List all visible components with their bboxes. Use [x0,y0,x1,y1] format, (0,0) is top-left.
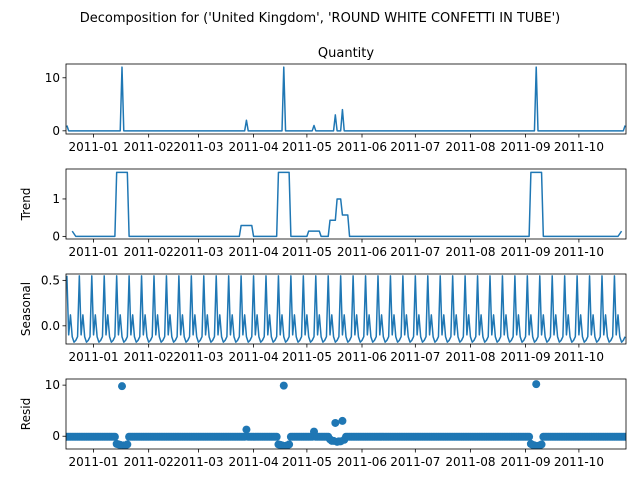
x-tick-label: 2011-05 [282,455,332,469]
y-tick-label: 0 [52,429,60,443]
x-tick-label: 2011-10 [554,455,604,469]
resid-point [525,432,534,441]
x-tick-label: 2011-02 [124,350,174,364]
trend-series-line [71,171,623,238]
x-tick-label: 2011-09 [500,245,550,259]
x-tick-label: 2011-07 [390,350,440,364]
y-tick-label: 10 [45,71,60,85]
resid-point [331,418,340,427]
resid-panel: 0 10 2011-01 2011-02 2011-03 2011-04 2011-05 20… [19,378,627,469]
x-tick-label: 2011-10 [554,350,604,364]
y-tick-label: 0 [52,124,60,138]
x-tick-label: 2011-02 [124,245,174,259]
quantity-series-line [66,66,626,132]
x-tick-label: 2011-07 [390,455,440,469]
x-tick-label: 2011-03 [173,350,223,364]
quantity-panel: 0 10 2011-01 2011-02 2011-03 2011-04 2011-05 20… [45,63,627,154]
resid-point [272,432,281,441]
trend-panel: 0 1 2011-01 2011-02 2011-03 2011-04 2011-05 201… [19,168,627,259]
y-tick-label: 10 [45,378,60,392]
resid-axis-label: Resid [19,398,33,430]
x-tick-label: 2011-01 [68,245,118,259]
figure-title: Decomposition for ('United Kingdom', 'RO… [80,11,560,26]
resid-point [621,432,626,441]
x-tick-label: 2011-09 [500,350,550,364]
x-tick-label: 2011-08 [445,455,495,469]
x-tick-label: 2011-06 [337,455,387,469]
x-tick-label: 2011-04 [228,140,278,154]
resid-point [338,416,347,425]
x-tick-label: 2011-05 [282,245,332,259]
axes-frame [65,273,627,345]
trend-axis-label: Trend [19,188,33,222]
x-tick-label: 2011-04 [228,245,278,259]
x-tick-label: 2011-06 [337,350,387,364]
x-tick-label: 2011-01 [68,140,118,154]
x-tick-label: 2011-04 [228,350,278,364]
resid-point [110,432,119,441]
x-tick-label: 2011-03 [173,245,223,259]
x-tick-label: 2011-01 [68,455,118,469]
x-tick-label: 2011-08 [445,140,495,154]
x-tick-label: 2011-05 [282,140,332,154]
x-tick-label: 2011-06 [337,245,387,259]
axes-frame [65,378,627,450]
x-tick-label: 2011-10 [554,245,604,259]
x-tick-label: 2011-04 [228,455,278,469]
x-tick-label: 2011-05 [282,350,332,364]
x-tick-label: 2011-09 [500,140,550,154]
seasonal-panel: 0.0 0.5 2011-01 2011-02 2011-03 2011-04 2011-0… [19,273,627,364]
x-tick-label: 2011-01 [68,350,118,364]
seasonal-axis-label: Seasonal [19,282,33,336]
x-tick-label: 2011-02 [124,455,174,469]
resid-point [532,380,541,389]
y-tick-label: 1 [52,192,60,206]
axes-frame [65,168,627,240]
resid-point [242,425,251,434]
x-tick-label: 2011-06 [337,140,387,154]
x-tick-label: 2011-02 [124,140,174,154]
x-tick-label: 2011-10 [554,140,604,154]
x-tick-label: 2011-07 [390,140,440,154]
x-tick-label: 2011-08 [445,350,495,364]
x-tick-label: 2011-03 [173,140,223,154]
resid-point [279,381,288,390]
resid-point [118,382,126,391]
seasonal-series-line [66,275,626,343]
y-tick-label: 0 [52,229,60,243]
x-tick-label: 2011-03 [173,455,223,469]
axes-frame [65,63,627,135]
quantity-panel-title: Quantity [318,46,374,61]
y-tick-label: 0.5 [41,273,60,287]
resid-point [285,440,294,449]
y-tick-label: 0.0 [41,319,60,333]
resid-point [537,440,546,449]
resid-point [123,440,132,449]
x-tick-label: 2011-09 [500,455,550,469]
x-tick-label: 2011-07 [390,245,440,259]
x-tick-label: 2011-08 [445,245,495,259]
